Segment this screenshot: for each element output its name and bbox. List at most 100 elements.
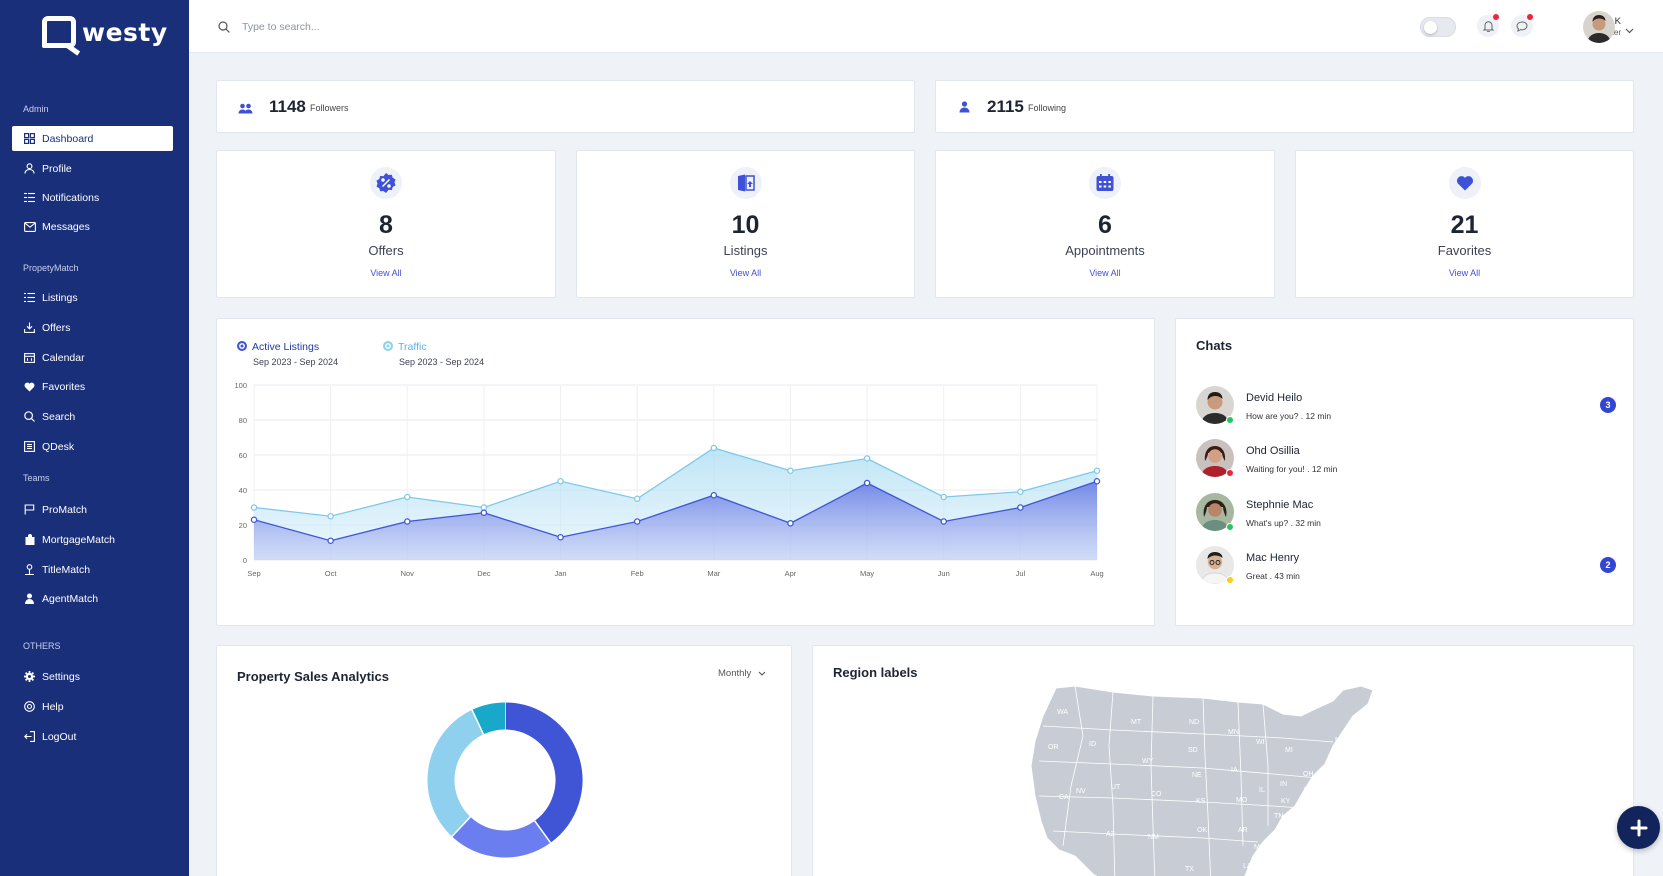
theme-toggle[interactable] (1420, 17, 1456, 37)
sidebar-item-messages[interactable]: Messages (12, 214, 173, 239)
user-icon (23, 162, 36, 175)
period-dropdown[interactable]: Monthly (718, 668, 766, 679)
download-icon (23, 321, 36, 334)
donut-slice[interactable] (451, 816, 551, 858)
sidebar-item-agentmatch[interactable]: AgentMatch (12, 586, 173, 611)
state-label: ND (1189, 719, 1199, 726)
legend-active-listings[interactable]: Active Listings (237, 341, 319, 353)
data-point (250, 516, 258, 523)
sidebar-item-titlematch[interactable]: TitleMatch (12, 557, 173, 582)
data-point (1017, 488, 1024, 495)
sidebar-item-mortgagematch[interactable]: MortgageMatch (12, 527, 173, 552)
state-label: NE (1192, 772, 1202, 779)
sidebar-item-search[interactable]: Search (12, 404, 173, 429)
state-label: NJ (1350, 757, 1359, 764)
data-point (557, 477, 564, 485)
state-label: GA (1293, 839, 1303, 846)
appointments-value: 6 (1098, 211, 1112, 239)
state-label: TN (1274, 813, 1283, 820)
state-label: WI (1256, 739, 1265, 746)
state-label: NY (1335, 737, 1345, 744)
sidebar-item-notifications[interactable]: Notifications (12, 185, 173, 210)
sidebar-item-promatch[interactable]: ProMatch (12, 497, 173, 522)
donut-slice[interactable] (472, 702, 506, 735)
x-tick-label: Feb (631, 569, 644, 578)
sidebar-item-label: LogOut (42, 730, 77, 743)
y-tick-label: 40 (239, 486, 247, 495)
state-label: AR (1238, 827, 1248, 834)
chat-item[interactable]: Mac Henry Great . 43 min 2 (1196, 546, 1616, 592)
donut-slice[interactable] (427, 709, 485, 837)
sidebar-item-calendar[interactable]: Calendar (12, 345, 173, 370)
mail-icon (23, 220, 36, 233)
data-point (250, 504, 258, 511)
state-label: AZ (1106, 831, 1116, 838)
x-tick-label: May (860, 569, 874, 578)
sidebar-item-label: Dashboard (42, 132, 94, 145)
x-tick-label: Nov (401, 569, 415, 578)
listings-label: Listings (723, 243, 768, 258)
y-tick-label: 100 (234, 381, 247, 390)
legend-traffic[interactable]: Traffic (383, 341, 427, 353)
add-button[interactable] (1617, 806, 1660, 849)
grid-icon (23, 132, 36, 145)
state-label: NM (1148, 834, 1159, 841)
listings-view-all-link[interactable]: View All (729, 268, 762, 278)
user-avatar[interactable] (1583, 11, 1615, 43)
unread-badge: 3 (1600, 397, 1616, 413)
chats-title: Chats (1196, 338, 1233, 353)
us-map-shape (1030, 685, 1374, 876)
appointments-view-all-link[interactable]: View All (1089, 268, 1121, 278)
us-map: WA OR ID MT ND MN WI MI NY VT NH ME SD W… (1030, 685, 1387, 876)
sidebar-item-listings[interactable]: Listings (12, 285, 173, 310)
list-icon (23, 291, 36, 304)
chat-item[interactable]: Stephnie Mac What's up? . 32 min (1196, 493, 1616, 539)
sidebar-item-profile[interactable]: Profile (12, 156, 173, 181)
series-line-1 (253, 447, 1098, 517)
logout-icon (23, 730, 36, 743)
agent-icon (23, 592, 36, 605)
list-icon (23, 191, 36, 204)
state-label: IN (1280, 781, 1287, 788)
donut-separator (451, 816, 471, 838)
search-icon (218, 20, 230, 38)
stat-card-offers: 8 Offers View All (216, 150, 556, 298)
offers-view-all-link[interactable]: View All (370, 268, 402, 278)
brand-logo[interactable]: westy (42, 16, 168, 48)
state-label: WA (1057, 709, 1068, 716)
donut-slice[interactable] (504, 702, 583, 843)
state-label: IA (1231, 767, 1238, 774)
chevron-down-icon[interactable] (1625, 21, 1634, 39)
sidebar: westy Admin Dashboard Profile Notificati… (0, 0, 189, 876)
messages-button[interactable] (1511, 14, 1533, 37)
sales-title: Property Sales Analytics (237, 669, 389, 684)
online-status-dot (1226, 523, 1234, 531)
x-tick-label: Sep (247, 569, 260, 578)
sidebar-item-help[interactable]: Help (12, 694, 173, 719)
chats-card: Chats Devid Heilo How are you? . 12 min … (1175, 318, 1634, 626)
region-map-card: Region labels WA OR ID MT ND MN WI MI NY… (812, 645, 1634, 876)
chat-item[interactable]: Ohd Osillia Waiting for you! . 12 min (1196, 439, 1616, 485)
sidebar-item-logout[interactable]: LogOut (12, 724, 173, 749)
listings-value: 10 (731, 211, 760, 239)
notifications-button[interactable] (1477, 14, 1499, 37)
favorites-view-all-link[interactable]: View All (1448, 268, 1481, 278)
data-point (1093, 467, 1101, 474)
sidebar-item-qdesk[interactable]: QDesk (12, 434, 173, 459)
x-tick-label: Jul (1016, 569, 1026, 578)
data-point (327, 537, 334, 544)
chat-name: Mac Henry (1246, 552, 1300, 564)
state-label: MN (1228, 729, 1239, 736)
sidebar-item-favorites[interactable]: Favorites (12, 374, 173, 399)
chevron-down-icon (758, 671, 766, 676)
sidebar-item-label: Help (42, 700, 64, 713)
x-tick-label: Jan (554, 569, 566, 578)
chat-item[interactable]: Devid Heilo How are you? . 12 min 3 (1196, 386, 1616, 432)
favorites-value: 21 (1450, 211, 1479, 239)
sidebar-item-dashboard[interactable]: Dashboard (12, 126, 173, 151)
sidebar-item-settings[interactable]: Settings (12, 664, 173, 689)
sidebar-item-offers[interactable]: Offers (12, 315, 173, 340)
search-input[interactable] (242, 16, 542, 38)
heart-icon (1448, 167, 1481, 199)
sidebar-item-label: Listings (42, 291, 78, 304)
